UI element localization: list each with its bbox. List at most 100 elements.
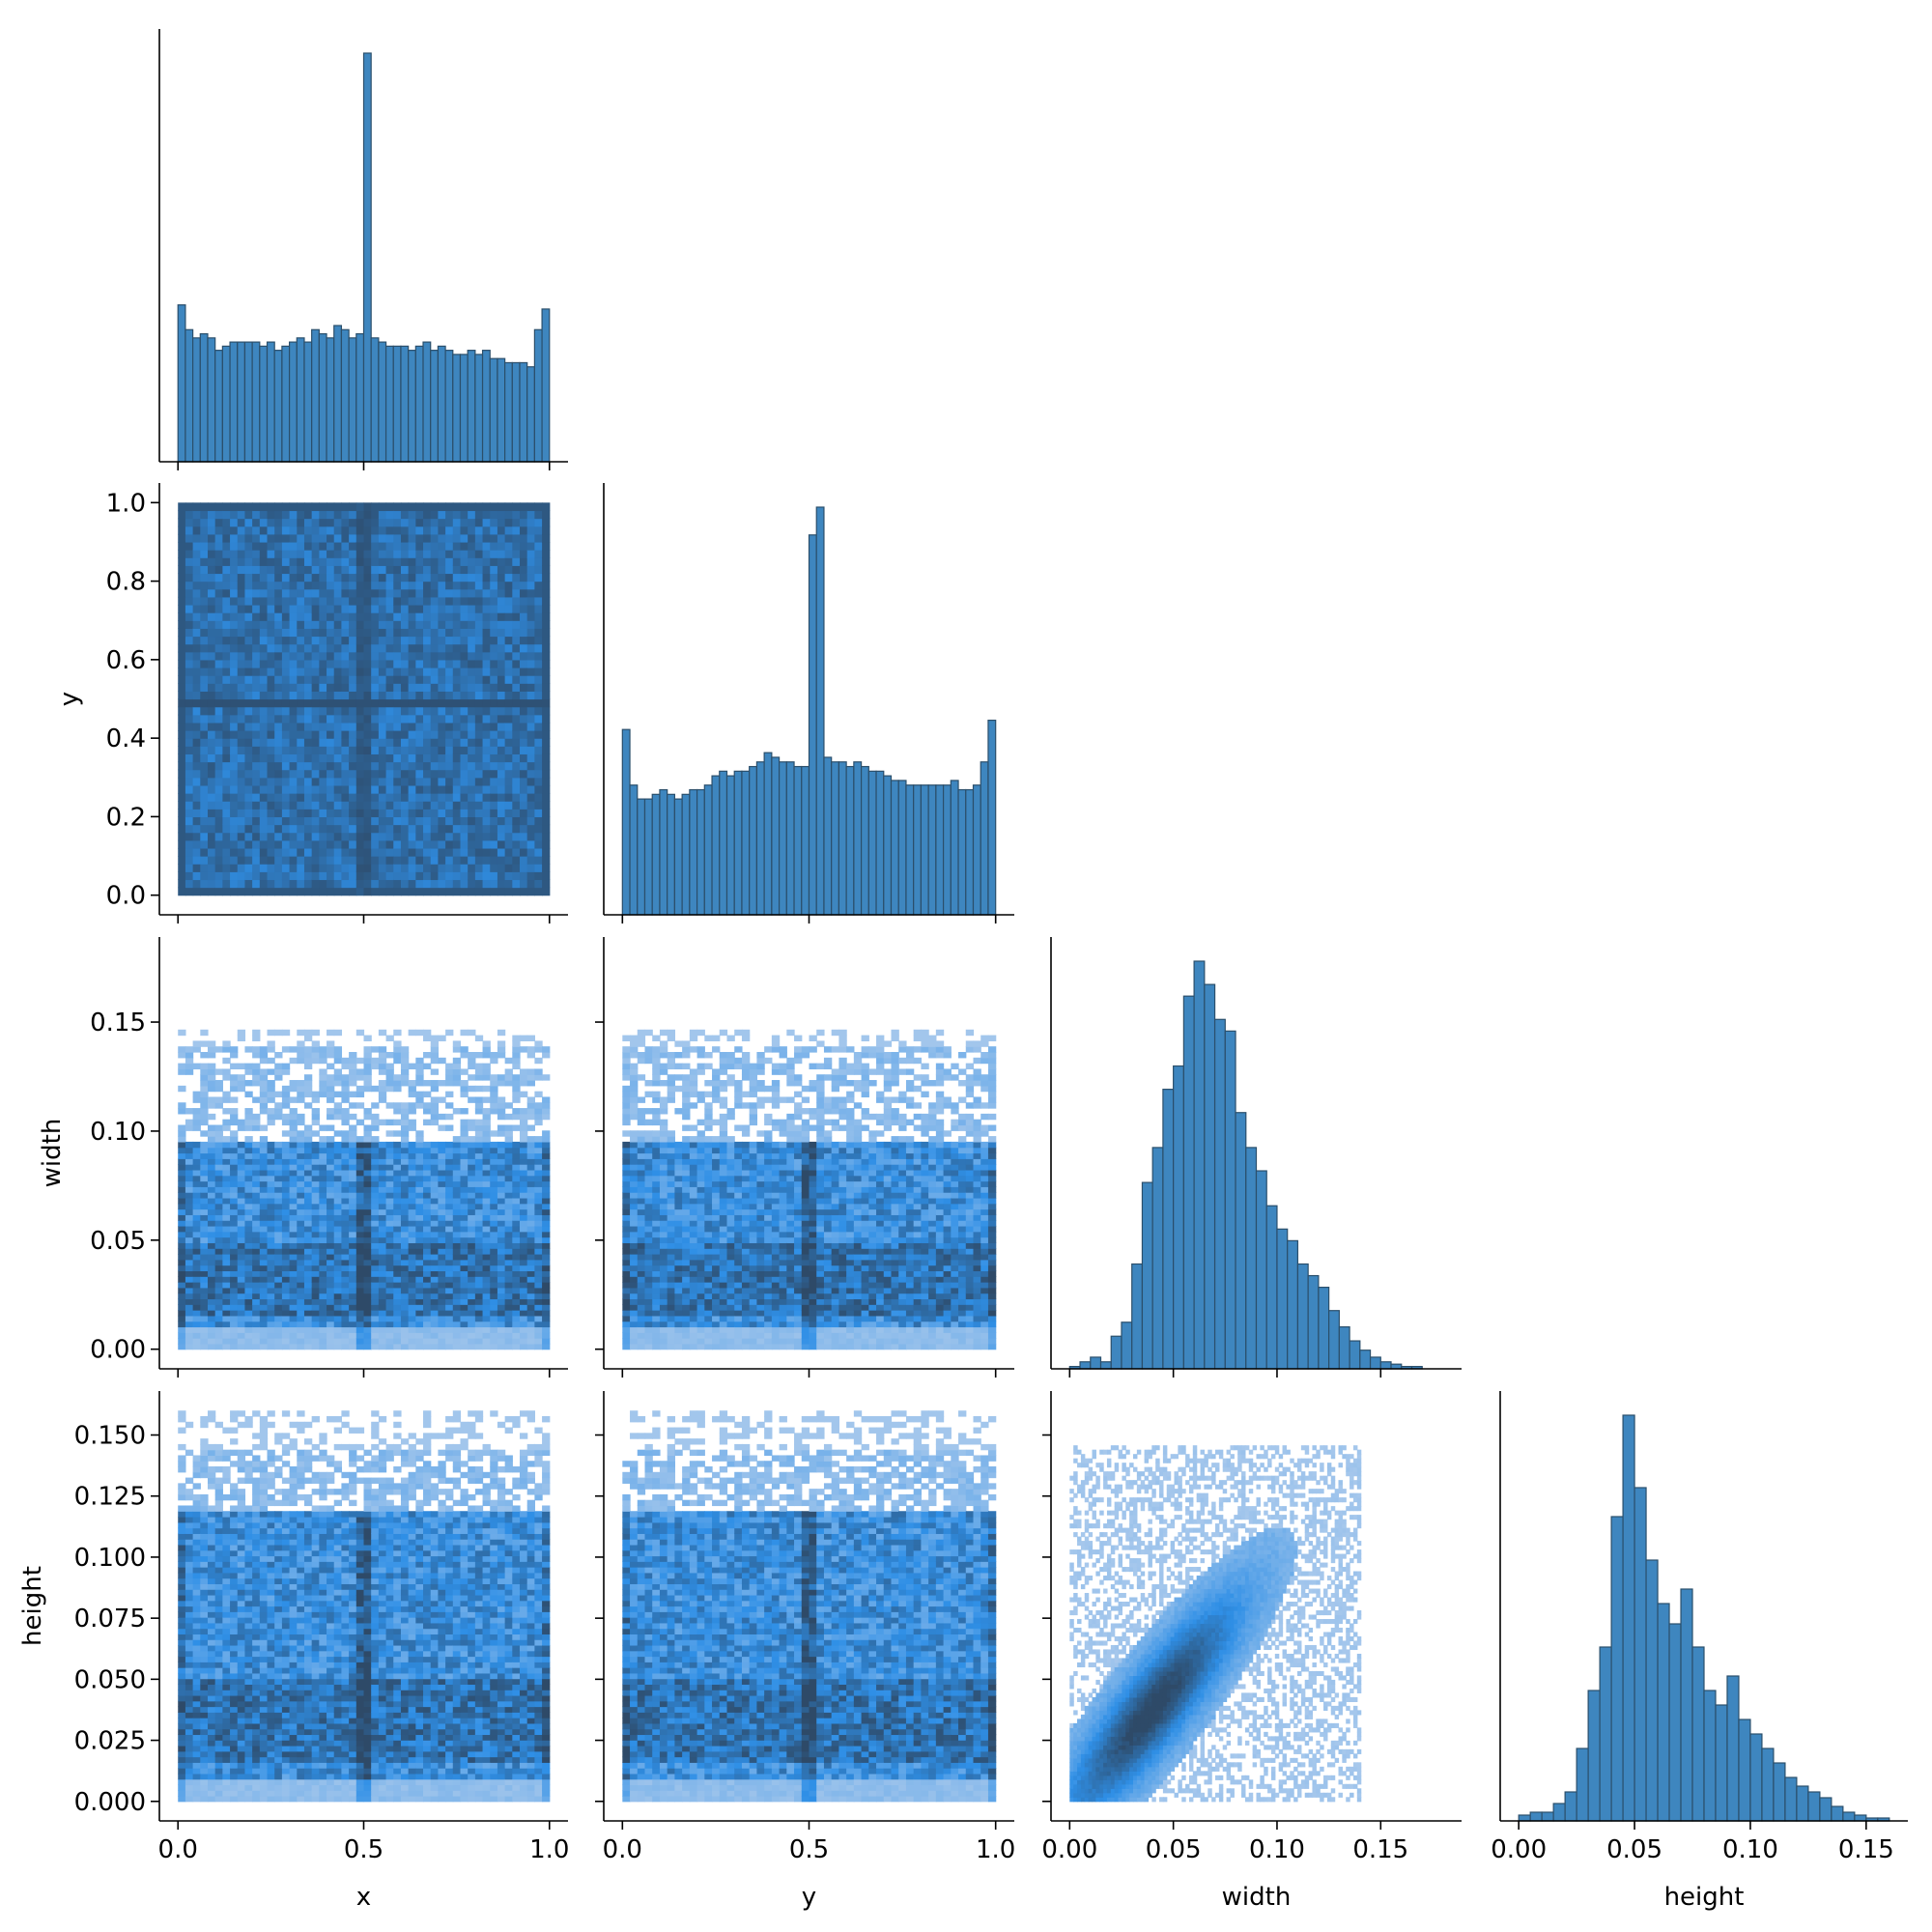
joint-cell-width-vs-x [483, 1164, 491, 1170]
joint-cell-y-vs-x [445, 612, 453, 621]
joint-cell-y-vs-x [304, 534, 312, 543]
joint-cell-width-vs-x [319, 1158, 327, 1164]
joint-cell-width-vs-x [453, 1209, 461, 1215]
joint-cell-width-vs-x [334, 1158, 342, 1164]
joint-cell-y-vs-x [409, 809, 416, 817]
joint-cell-y-vs-x [438, 833, 445, 841]
joint-cell-width-vs-x [431, 1242, 439, 1248]
joint-cell-width-vs-x [379, 1226, 386, 1232]
joint-cell-y-vs-x [238, 597, 245, 606]
joint-cell-y-vs-x [438, 620, 445, 629]
joint-cell-width-vs-x [415, 1170, 423, 1176]
joint-cell-y-vs-x [230, 840, 238, 849]
joint-cell-width-vs-x [178, 1204, 185, 1209]
joint-cell-y-vs-x [453, 644, 461, 653]
joint-cell-y-vs-x [341, 605, 349, 613]
joint-cell-y-vs-x [260, 738, 268, 747]
joint-cell-width-vs-x [200, 1226, 208, 1232]
joint-cell-y-vs-x [297, 636, 304, 644]
joint-cell-width-vs-x [438, 1114, 445, 1120]
joint-cell-y-vs-x [512, 557, 520, 566]
joint-cell-y-vs-x [312, 753, 320, 762]
joint-cell-width-vs-x [460, 1192, 468, 1198]
joint-cell-width-vs-x [252, 1310, 260, 1316]
joint-cell-width-vs-x [542, 1310, 550, 1316]
joint-cell-y-vs-x [364, 785, 372, 794]
joint-cell-y-vs-x [327, 620, 334, 629]
joint-cell-width-vs-x [371, 1170, 379, 1176]
joint-cell-width-vs-x [393, 1080, 401, 1086]
joint-cell-width-vs-x [497, 1310, 505, 1316]
joint-cell-width-vs-x [364, 1220, 372, 1226]
joint-cell-y-vs-x [401, 519, 409, 527]
joint-cell-width-vs-x [453, 1248, 461, 1254]
joint-cell-y-vs-x [327, 730, 334, 739]
joint-cell-width-vs-x [534, 1181, 542, 1187]
joint-cell-width-vs-x [409, 1326, 416, 1332]
joint-cell-width-vs-x [386, 1332, 394, 1338]
joint-cell-y-vs-x [215, 502, 223, 511]
joint-cell-width-vs-y [630, 1237, 638, 1243]
joint-cell-width-vs-x [445, 1102, 453, 1108]
joint-cell-width-vs-x [319, 1293, 327, 1299]
joint-cell-width-vs-x [290, 1288, 298, 1293]
joint-cell-y-vs-x [379, 652, 386, 661]
joint-cell-width-vs-x [304, 1316, 312, 1321]
joint-cell-width-vs-x [431, 1293, 439, 1299]
joint-cell-width-vs-x [497, 1114, 505, 1120]
joint-cell-y-vs-x [475, 840, 483, 849]
joint-cell-y-vs-x [460, 879, 468, 888]
joint-cell-width-vs-x [222, 1096, 230, 1102]
joint-cell-width-vs-x [453, 1064, 461, 1069]
joint-cell-width-vs-x [274, 1232, 282, 1237]
joint-cell-y-vs-x [490, 730, 497, 739]
joint-cell-width-vs-x [319, 1248, 327, 1254]
joint-cell-y-vs-x [208, 652, 215, 661]
joint-cell-y-vs-x [527, 879, 535, 888]
joint-cell-y-vs-x [505, 565, 513, 574]
joint-cell-y-vs-x [415, 809, 423, 817]
joint-cell-width-vs-x [208, 1130, 215, 1136]
joint-cell-width-vs-x [475, 1270, 483, 1276]
joint-cell-y-vs-x [297, 825, 304, 834]
joint-cell-width-vs-x [483, 1153, 491, 1159]
joint-cell-width-vs-x [415, 1204, 423, 1209]
joint-cell-y-vs-x [193, 519, 201, 527]
joint-cell-y-vs-x [423, 644, 431, 653]
joint-cell-y-vs-x [268, 582, 275, 590]
joint-cell-width-vs-x [252, 1237, 260, 1243]
joint-cell-y-vs-x [260, 668, 268, 676]
joint-cell-width-vs-x [268, 1344, 275, 1350]
joint-cell-y-vs-x [222, 753, 230, 762]
joint-cell-width-vs-x [497, 1153, 505, 1159]
joint-cell-y-vs-x [282, 856, 290, 865]
joint-cell-y-vs-x [185, 675, 193, 684]
joint-cell-width-vs-x [379, 1310, 386, 1316]
joint-cell-y-vs-x [334, 589, 342, 598]
joint-cell-y-vs-x [185, 785, 193, 794]
joint-cell-width-vs-y [622, 1326, 630, 1332]
joint-cell-width-vs-x [274, 1186, 282, 1192]
joint-cell-y-vs-x [512, 612, 520, 621]
joint-cell-width-vs-x [490, 1220, 497, 1226]
joint-cell-y-vs-x [349, 534, 356, 543]
joint-cell-width-vs-x [178, 1158, 185, 1164]
joint-cell-width-vs-x [178, 1316, 185, 1321]
joint-cell-y-vs-x [238, 848, 245, 857]
joint-cell-width-vs-y [630, 1164, 638, 1170]
joint-cell-width-vs-x [260, 1176, 268, 1181]
joint-cell-width-vs-x [542, 1164, 550, 1170]
joint-cell-width-vs-x [312, 1148, 320, 1153]
joint-cell-y-vs-x [497, 675, 505, 684]
joint-cell-width-vs-x [379, 1276, 386, 1282]
joint-cell-width-vs-x [445, 1148, 453, 1153]
joint-cell-y-vs-x [415, 573, 423, 582]
joint-cell-y-vs-x [460, 652, 468, 661]
joint-cell-y-vs-x [268, 715, 275, 724]
joint-cell-width-vs-x [349, 1321, 356, 1327]
joint-cell-y-vs-x [222, 550, 230, 558]
joint-cell-width-vs-x [542, 1074, 550, 1080]
joint-cell-width-vs-x [497, 1158, 505, 1164]
joint-cell-y-vs-x [193, 636, 201, 644]
joint-cell-width-vs-x [356, 1220, 364, 1226]
